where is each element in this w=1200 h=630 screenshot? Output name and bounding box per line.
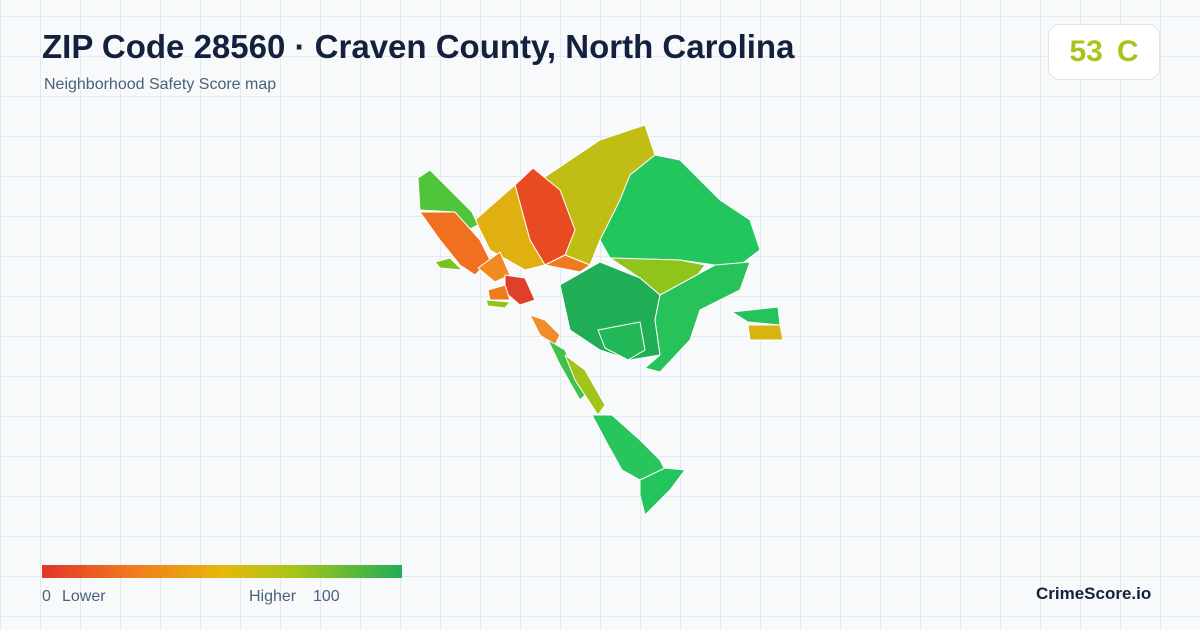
area <box>644 261 751 373</box>
area <box>434 257 463 271</box>
area <box>477 251 511 283</box>
area <box>639 467 686 516</box>
legend-gradient <box>42 565 402 578</box>
area <box>597 321 646 361</box>
area <box>544 254 591 273</box>
score-badge: 53 C <box>1048 24 1160 80</box>
area <box>731 306 781 326</box>
title: ZIP Code 28560 · Craven County, North Ca… <box>42 28 795 65</box>
legend-min: 0 <box>42 588 51 605</box>
area <box>747 324 784 341</box>
area <box>529 314 561 346</box>
legend-max-label: Higher <box>249 588 297 605</box>
area <box>487 284 511 301</box>
brand: CrimeScore.io <box>1036 584 1152 603</box>
legend-max: 100 <box>313 588 340 605</box>
area <box>591 414 666 481</box>
area <box>417 169 479 231</box>
legend-min-label: Lower <box>62 588 106 605</box>
score-grade: C <box>1116 35 1139 68</box>
area <box>564 354 606 416</box>
area <box>485 299 511 309</box>
score-value: 53 <box>1069 35 1103 68</box>
subtitle: Neighborhood Safety Score map <box>44 76 277 93</box>
